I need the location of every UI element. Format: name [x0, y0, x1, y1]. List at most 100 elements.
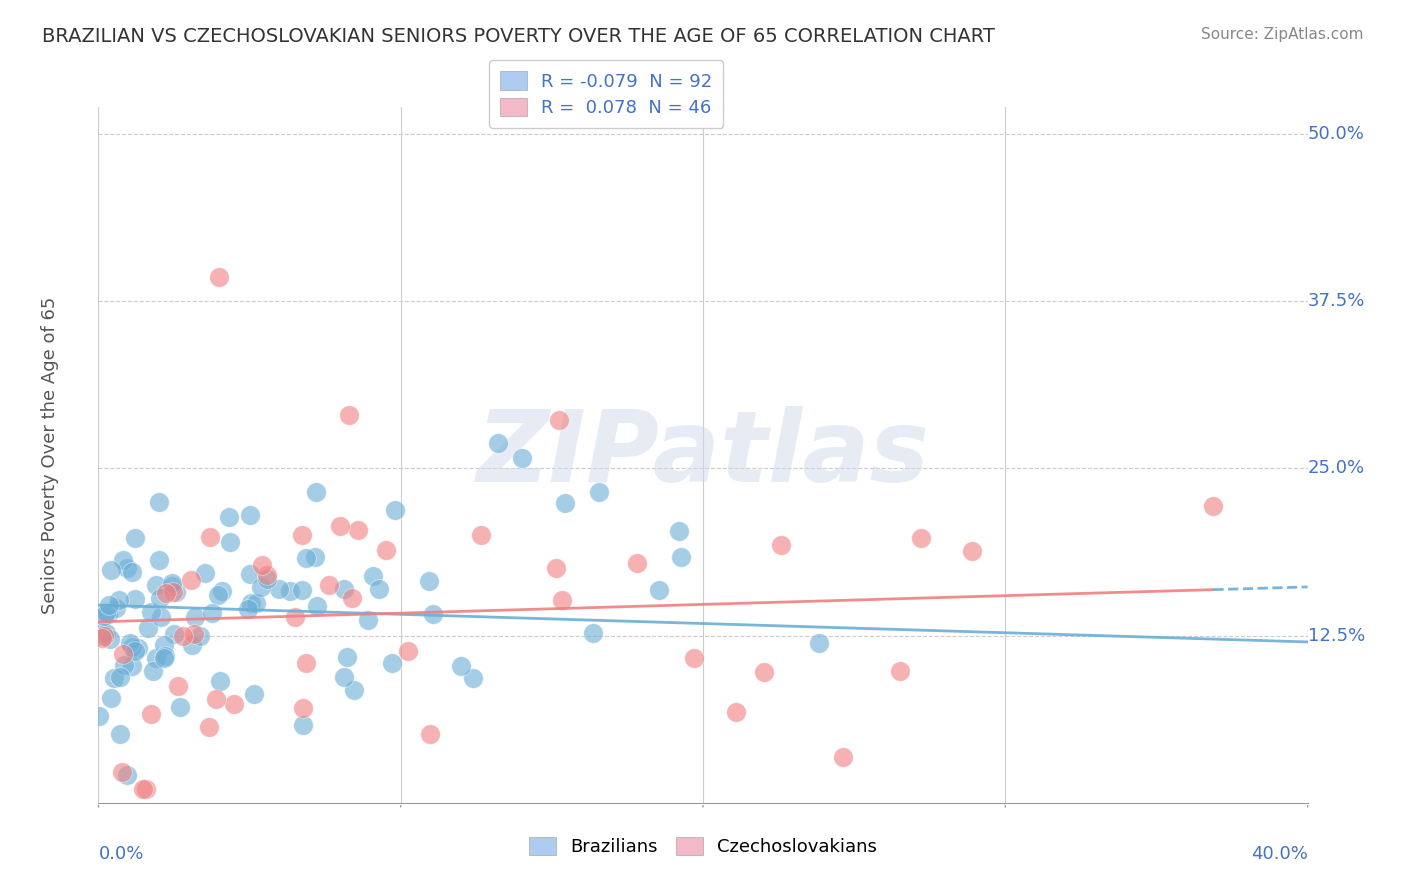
- Point: [172, 629, 194, 643]
- Point: [243, 687, 266, 701]
- Point: [124, 532, 146, 546]
- Point: [236, 602, 259, 616]
- Point: [184, 610, 207, 624]
- Point: [831, 750, 853, 764]
- Point: [752, 665, 775, 679]
- Point: [290, 528, 312, 542]
- Point: [153, 651, 176, 665]
- Point: [89, 709, 111, 723]
- Point: [124, 644, 146, 658]
- Point: [222, 698, 245, 712]
- Point: [188, 629, 211, 643]
- Point: [104, 601, 127, 615]
- Point: [284, 609, 307, 624]
- Point: [368, 582, 391, 596]
- Point: [201, 607, 224, 621]
- Point: [554, 495, 576, 509]
- Point: [118, 636, 141, 650]
- Point: [375, 542, 398, 557]
- Point: [148, 553, 170, 567]
- Point: [808, 636, 831, 650]
- Point: [93, 608, 115, 623]
- Point: [108, 726, 131, 740]
- Point: [551, 593, 574, 607]
- Text: 0.0%: 0.0%: [98, 845, 143, 863]
- Point: [124, 592, 146, 607]
- Point: [148, 495, 170, 509]
- Point: [108, 670, 131, 684]
- Legend: Brazilians, Czechoslovakians: Brazilians, Czechoslovakians: [522, 830, 884, 863]
- Point: [98, 632, 121, 647]
- Point: [145, 577, 167, 591]
- Text: Source: ZipAtlas.com: Source: ZipAtlas.com: [1201, 27, 1364, 42]
- Point: [396, 643, 419, 657]
- Point: [668, 524, 690, 539]
- Point: [240, 596, 263, 610]
- Point: [267, 582, 290, 596]
- Point: [278, 583, 301, 598]
- Point: [111, 765, 134, 780]
- Point: [121, 659, 143, 673]
- Point: [889, 665, 911, 679]
- Point: [683, 650, 706, 665]
- Point: [1202, 499, 1225, 513]
- Point: [198, 720, 221, 734]
- Point: [112, 658, 135, 673]
- Point: [381, 656, 404, 670]
- Point: [256, 567, 278, 582]
- Text: 37.5%: 37.5%: [1308, 292, 1365, 310]
- Point: [127, 641, 149, 656]
- Point: [510, 451, 533, 466]
- Point: [115, 768, 138, 782]
- Point: [295, 656, 318, 670]
- Point: [249, 581, 271, 595]
- Point: [239, 508, 262, 522]
- Point: [960, 544, 983, 558]
- Point: [422, 607, 444, 622]
- Point: [149, 591, 172, 605]
- Point: [335, 650, 357, 665]
- Point: [112, 647, 135, 661]
- Point: [361, 569, 384, 583]
- Point: [167, 679, 190, 693]
- Point: [115, 561, 138, 575]
- Point: [155, 648, 177, 663]
- Point: [343, 682, 366, 697]
- Point: [91, 632, 114, 646]
- Point: [450, 659, 472, 673]
- Point: [132, 782, 155, 797]
- Point: [418, 574, 440, 589]
- Point: [108, 593, 131, 607]
- Point: [239, 566, 262, 581]
- Point: [100, 691, 122, 706]
- Text: Seniors Poverty Over the Age of 65: Seniors Poverty Over the Age of 65: [41, 296, 59, 614]
- Point: [160, 576, 183, 591]
- Text: 40.0%: 40.0%: [1251, 845, 1308, 863]
- Point: [582, 626, 605, 640]
- Point: [304, 550, 326, 565]
- Point: [98, 598, 121, 612]
- Point: [340, 591, 363, 605]
- Point: [160, 579, 183, 593]
- Point: [183, 627, 205, 641]
- Point: [245, 596, 267, 610]
- Point: [332, 670, 354, 684]
- Point: [90, 625, 112, 640]
- Point: [626, 556, 648, 570]
- Point: [357, 613, 380, 627]
- Text: BRAZILIAN VS CZECHOSLOVAKIAN SENIORS POVERTY OVER THE AGE OF 65 CORRELATION CHAR: BRAZILIAN VS CZECHOSLOVAKIAN SENIORS POV…: [42, 27, 995, 45]
- Point: [135, 782, 157, 797]
- Point: [207, 589, 229, 603]
- Text: 25.0%: 25.0%: [1308, 459, 1365, 477]
- Point: [121, 565, 143, 579]
- Point: [724, 706, 747, 720]
- Point: [139, 707, 162, 722]
- Point: [648, 583, 671, 598]
- Point: [384, 503, 406, 517]
- Point: [544, 561, 567, 575]
- Point: [292, 718, 315, 732]
- Point: [291, 701, 314, 715]
- Text: ZIPatlas: ZIPatlas: [477, 407, 929, 503]
- Point: [136, 621, 159, 635]
- Point: [153, 638, 176, 652]
